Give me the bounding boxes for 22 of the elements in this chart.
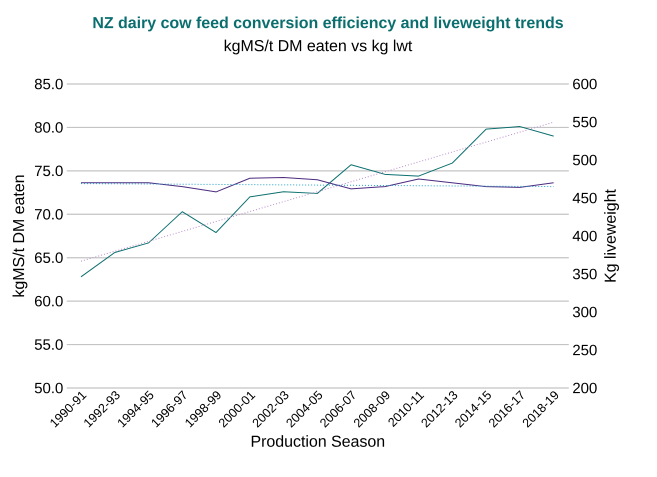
y-tick-label: 85.0 bbox=[34, 78, 63, 90]
y2-tick-label: 350 bbox=[572, 268, 597, 280]
y2-tick-label: 400 bbox=[572, 230, 597, 242]
y-tick-label: 70.0 bbox=[34, 208, 63, 220]
y-tick-label: 80.0 bbox=[34, 122, 63, 133]
y-tick-label: 60.0 bbox=[34, 296, 63, 306]
y2-tick-label: 550 bbox=[572, 116, 597, 128]
y-tick-label: 55.0 bbox=[34, 339, 63, 350]
y-tick-label: 50.0 bbox=[34, 382, 63, 394]
chart-title: NZ dairy cow feed conversion efficiency and liveweight trends bbox=[93, 16, 563, 32]
y2-tick-label: 500 bbox=[572, 154, 597, 166]
y-axis-title: kgMS/t DM eaten bbox=[12, 175, 28, 296]
y2-tick-label: 200 bbox=[573, 382, 597, 394]
y2-tick-label: 250 bbox=[573, 344, 597, 356]
y-tick-label: 75.0 bbox=[34, 166, 63, 176]
y-tick-label: 65.0 bbox=[34, 252, 63, 263]
y2-tick-label: 450 bbox=[572, 192, 597, 204]
y2-axis-title: Kg liveweight bbox=[604, 189, 619, 282]
x-axis-title: Production Season bbox=[252, 435, 384, 447]
y2-tick-label: 600 bbox=[573, 78, 597, 90]
y2-tick-label: 300 bbox=[572, 306, 597, 318]
chart-subtitle: kgMS/t DM eaten vs kg lwt bbox=[224, 40, 412, 54]
